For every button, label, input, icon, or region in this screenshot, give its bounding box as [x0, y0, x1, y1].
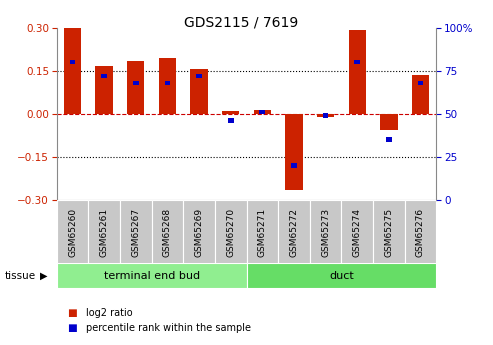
Bar — [349, 30, 366, 114]
Text: GDS2115 / 7619: GDS2115 / 7619 — [184, 16, 299, 30]
Text: GSM65271: GSM65271 — [258, 207, 267, 257]
Bar — [386, 137, 392, 142]
Bar — [133, 80, 139, 85]
Bar — [246, 263, 436, 288]
Bar — [70, 60, 75, 65]
Bar — [405, 200, 436, 264]
Bar — [253, 110, 271, 114]
Text: GSM65273: GSM65273 — [321, 207, 330, 257]
Text: GSM65276: GSM65276 — [416, 207, 425, 257]
Bar — [291, 163, 297, 168]
Bar — [228, 118, 234, 123]
Bar — [127, 61, 144, 114]
Bar — [323, 113, 328, 118]
Bar — [196, 73, 202, 78]
Bar — [120, 200, 152, 264]
Bar — [418, 80, 423, 85]
Bar — [341, 200, 373, 264]
Text: GSM65269: GSM65269 — [195, 207, 204, 257]
Text: ▶: ▶ — [40, 271, 48, 281]
Bar — [57, 263, 246, 288]
Text: ■: ■ — [67, 308, 76, 318]
Bar — [317, 114, 334, 117]
Bar — [246, 200, 278, 264]
Bar — [57, 200, 88, 264]
Bar — [373, 200, 405, 264]
Bar — [222, 111, 240, 114]
Bar — [285, 114, 303, 190]
Bar — [183, 200, 215, 264]
Bar — [310, 200, 341, 264]
Bar — [64, 28, 81, 114]
Text: percentile rank within the sample: percentile rank within the sample — [86, 324, 251, 333]
Text: GSM65260: GSM65260 — [68, 207, 77, 257]
Text: GSM65270: GSM65270 — [226, 207, 235, 257]
Bar — [412, 75, 429, 114]
Bar — [354, 60, 360, 65]
Bar — [190, 69, 208, 114]
Text: duct: duct — [329, 271, 354, 280]
Bar — [159, 58, 176, 114]
Text: terminal end bud: terminal end bud — [104, 271, 200, 280]
Text: GSM65275: GSM65275 — [385, 207, 393, 257]
Bar — [259, 110, 265, 115]
Text: GSM65261: GSM65261 — [100, 207, 108, 257]
Bar — [215, 200, 246, 264]
Bar — [152, 200, 183, 264]
Text: GSM65272: GSM65272 — [289, 207, 298, 257]
Text: GSM65268: GSM65268 — [163, 207, 172, 257]
Text: log2 ratio: log2 ratio — [86, 308, 133, 318]
Bar — [380, 114, 397, 130]
Bar — [96, 66, 113, 114]
Bar — [165, 80, 170, 85]
Text: GSM65267: GSM65267 — [131, 207, 141, 257]
Text: GSM65274: GSM65274 — [352, 207, 362, 257]
Text: ■: ■ — [67, 324, 76, 333]
Bar — [278, 200, 310, 264]
Bar — [88, 200, 120, 264]
Bar — [101, 73, 107, 78]
Text: tissue: tissue — [5, 271, 36, 281]
